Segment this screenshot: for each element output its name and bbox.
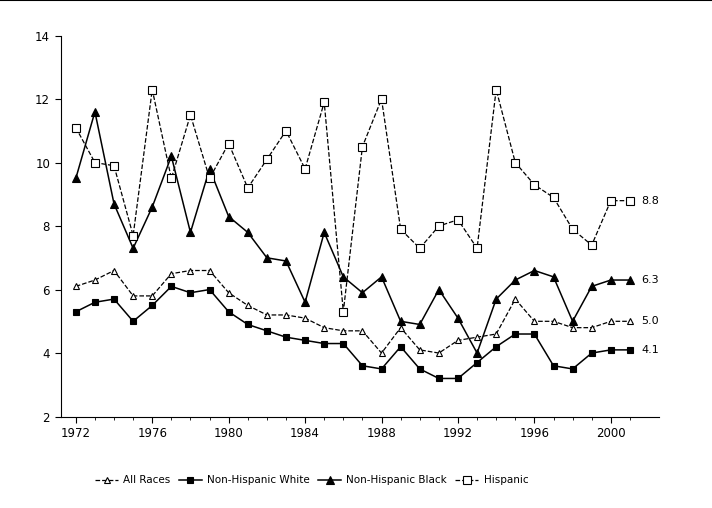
Text: 4.1: 4.1 — [642, 345, 659, 355]
Text: 8.8: 8.8 — [642, 196, 659, 206]
Text: 6.3: 6.3 — [642, 275, 659, 285]
Legend: All Races, Non-Hispanic White, Non-Hispanic Black, Hispanic: All Races, Non-Hispanic White, Non-Hispa… — [91, 471, 533, 490]
Text: 5.0: 5.0 — [642, 316, 659, 326]
